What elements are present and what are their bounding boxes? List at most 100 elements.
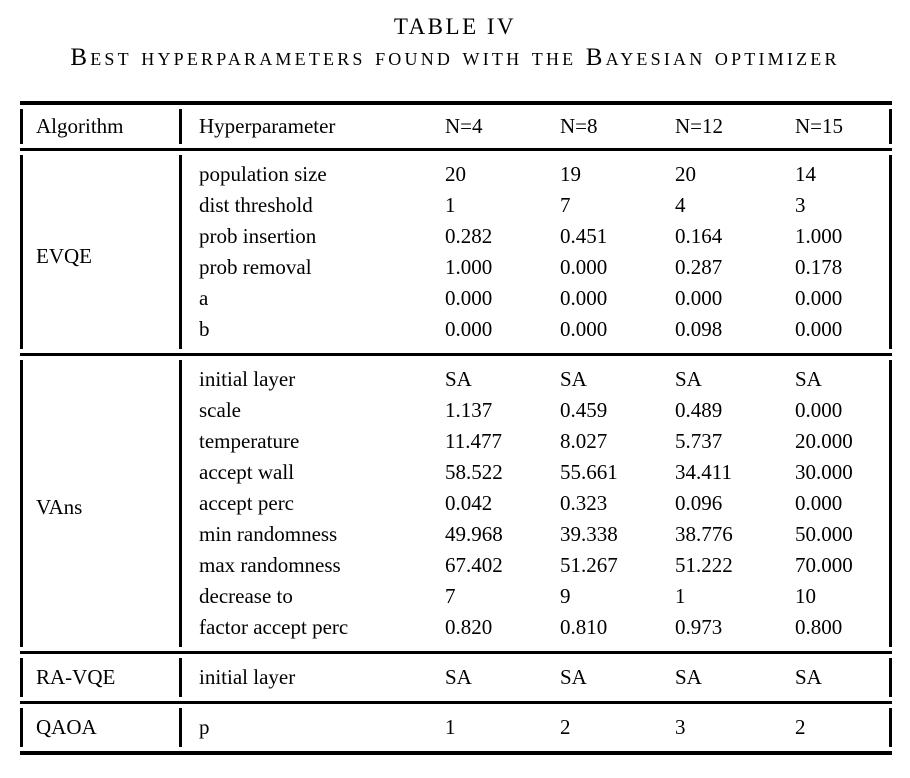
value-cell: 51.222 <box>675 553 733 577</box>
value-cell: 58.522 <box>445 460 503 484</box>
value-cell: 7 <box>445 584 456 608</box>
value-cell: SA <box>445 665 472 689</box>
value-cell: 9 <box>560 584 571 608</box>
value-cell: 20 <box>445 162 466 186</box>
hyperparameter-name: temperature <box>199 429 300 453</box>
value-cell: 1 <box>445 715 456 739</box>
header-n15: N=15 <box>795 114 844 138</box>
hyperparameter-name: dist threshold <box>199 193 313 217</box>
section-qaoa: QAOA p 1 2 3 2 <box>20 702 892 754</box>
header-n4: N=4 <box>445 114 483 138</box>
value-cell: 0.973 <box>675 615 723 639</box>
value-cell: 0.000 <box>795 491 843 515</box>
table-header: Algorithm Hyperparameter N=4 N=8 N=12 N=… <box>20 103 892 150</box>
hyperparameter-name: initial layer <box>199 367 296 391</box>
table-row: max randomness 67.402 51.267 51.222 70.000 <box>20 550 892 581</box>
value-cell: 0.820 <box>445 615 493 639</box>
value-cell: 0.164 <box>675 224 723 248</box>
table-caption: TABLE IV Best hyperparameters found with… <box>0 0 910 73</box>
table-row: factor accept perc 0.820 0.810 0.973 0.800 <box>20 612 892 653</box>
value-cell: 4 <box>675 193 686 217</box>
table-right-border <box>887 355 892 653</box>
header-n8: N=8 <box>560 114 598 138</box>
hyperparameter-name: accept perc <box>199 491 295 515</box>
hyperparameter-name: prob removal <box>199 255 312 279</box>
table-row: b 0.000 0.000 0.098 0.000 <box>20 314 892 355</box>
value-cell: 0.800 <box>795 615 843 639</box>
value-cell: 0.000 <box>445 286 493 310</box>
header-hyperparameter: Hyperparameter <box>199 114 336 138</box>
value-cell: 51.267 <box>560 553 618 577</box>
value-cell: 1.000 <box>445 255 493 279</box>
value-cell: 14 <box>795 162 816 186</box>
value-cell: 0.282 <box>445 224 493 248</box>
value-cell: 0.489 <box>675 398 723 422</box>
value-cell: SA <box>560 367 587 391</box>
value-cell: 34.411 <box>675 460 732 484</box>
table-row: dist threshold 1 7 4 3 <box>20 190 892 221</box>
hyperparameter-name: scale <box>199 398 241 422</box>
table-row: a 0.000 0.000 0.000 0.000 <box>20 283 892 314</box>
header-algorithm: Algorithm <box>20 103 182 150</box>
table-row: RA-VQE initial layer SA SA SA SA <box>20 653 892 703</box>
value-cell: SA <box>795 367 822 391</box>
table-row: decrease to 7 9 1 10 <box>20 581 892 612</box>
value-cell: 10 <box>795 584 816 608</box>
value-cell: 70.000 <box>795 553 853 577</box>
value-cell: 0.000 <box>445 317 493 341</box>
algorithm-name: VAns <box>20 355 182 653</box>
hyperparameter-name: max randomness <box>199 553 341 577</box>
table-row: accept wall 58.522 55.661 34.411 30.000 <box>20 457 892 488</box>
hyperparameter-name: decrease to <box>199 584 293 608</box>
value-cell: 67.402 <box>445 553 503 577</box>
value-cell: 2 <box>795 715 806 739</box>
table-row: QAOA p 1 2 3 2 <box>20 703 892 754</box>
hyperparameters-table: Algorithm Hyperparameter N=4 N=8 N=12 N=… <box>20 101 892 755</box>
value-cell: 1 <box>445 193 456 217</box>
table-right-border <box>887 703 892 754</box>
hyperparameter-name: min randomness <box>199 522 338 546</box>
value-cell: 49.968 <box>445 522 503 546</box>
table-row: prob removal 1.000 0.000 0.287 0.178 <box>20 252 892 283</box>
value-cell: 0.810 <box>560 615 608 639</box>
value-cell: 0.096 <box>675 491 723 515</box>
value-cell: 0.287 <box>675 255 723 279</box>
value-cell: 0.042 <box>445 491 493 515</box>
value-cell: 8.027 <box>560 429 608 453</box>
hyperparameter-name: b <box>199 317 210 341</box>
hyperparameter-name: p <box>199 715 210 739</box>
value-cell: 0.000 <box>795 286 843 310</box>
value-cell: 2 <box>560 715 571 739</box>
table-right-border <box>887 150 892 355</box>
table-number: TABLE IV <box>393 14 517 39</box>
value-cell: 0.459 <box>560 398 608 422</box>
value-cell: 0.000 <box>560 317 608 341</box>
algorithm-name: QAOA <box>20 703 182 754</box>
value-cell: 0.000 <box>795 398 843 422</box>
value-cell: 50.000 <box>795 522 853 546</box>
value-cell: 11.477 <box>445 429 502 453</box>
value-cell: 3 <box>675 715 686 739</box>
value-cell: 0.000 <box>560 255 608 279</box>
section-ra-vqe: RA-VQE initial layer SA SA SA SA <box>20 652 892 703</box>
hyperparameter-name: prob insertion <box>199 224 317 248</box>
table-row: scale 1.137 0.459 0.489 0.000 <box>20 395 892 426</box>
value-cell: 38.776 <box>675 522 733 546</box>
value-cell: 19 <box>560 162 581 186</box>
algorithm-name: RA-VQE <box>20 653 182 703</box>
section-vans: VAns initial layer SA SA SA SA scale 1.137 0.459… <box>20 354 892 653</box>
hyperparameter-name: population size <box>199 162 327 186</box>
value-cell: 1 <box>675 584 686 608</box>
value-cell: SA <box>795 665 822 689</box>
value-cell: 0.000 <box>675 286 723 310</box>
table-row: EVQE population size 20 19 20 14 <box>20 150 892 348</box>
table-row: accept perc 0.042 0.323 0.096 0.000 <box>20 488 892 519</box>
value-cell: 0.451 <box>560 224 608 248</box>
hyperparameter-name: a <box>199 286 209 310</box>
hyperparameter-name: accept wall <box>199 460 295 484</box>
header-row: Algorithm Hyperparameter N=4 N=8 N=12 N=… <box>20 103 892 150</box>
value-cell: 30.000 <box>795 460 853 484</box>
hyperparameter-name: factor accept perc <box>199 615 349 639</box>
value-cell: SA <box>445 367 472 391</box>
header-n12: N=12 <box>675 114 724 138</box>
